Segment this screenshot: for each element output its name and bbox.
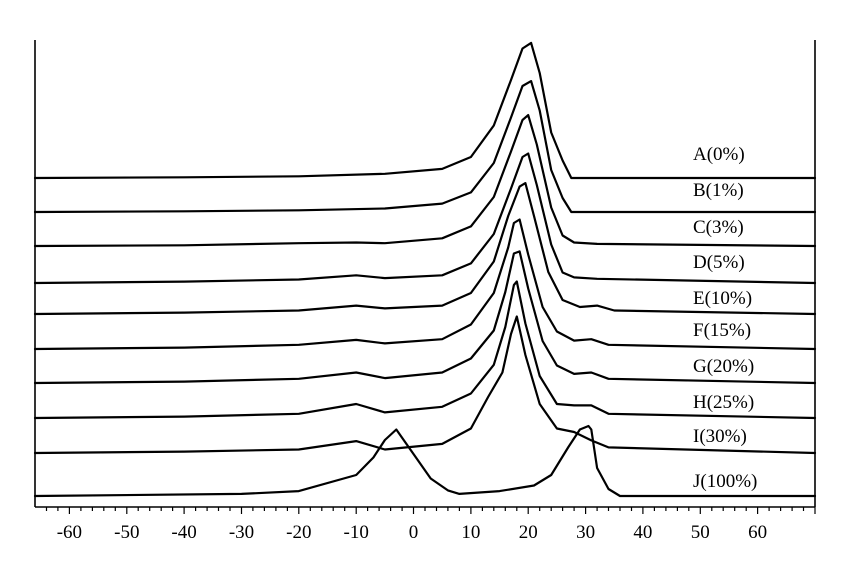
x-tick-label: -30: [229, 522, 254, 543]
series-label-2: B(1%): [693, 180, 744, 201]
series-curve-1: [33, 41, 817, 180]
x-tick-label: -10: [344, 522, 369, 543]
series-curve-10: [33, 424, 817, 498]
x-tick-label: 20: [519, 522, 538, 543]
x-ticks: [45, 507, 816, 514]
x-tick-label: -40: [171, 522, 196, 543]
series-label-10: J(100%): [693, 471, 757, 492]
series-label-1: A(0%): [693, 144, 745, 165]
series-curve-2: [33, 80, 817, 214]
series-curve-6: [33, 218, 817, 351]
series-label-9: I(30%): [693, 426, 747, 447]
series-curve-4: [33, 152, 817, 285]
series-label-3: C(3%): [693, 217, 744, 238]
series-curve-5: [33, 182, 817, 316]
x-tick-label: 30: [576, 522, 595, 543]
curves: [33, 41, 817, 498]
x-tick-label: 60: [748, 522, 767, 543]
x-tick-label: 0: [409, 522, 419, 543]
series-curve-8: [33, 280, 817, 420]
series-label-5: E(10%): [693, 288, 752, 309]
series-curve-3: [33, 114, 817, 248]
x-tick-labels: -60 -50 -40 -30 -20 -10 0 10 20 30 40 50 60: [57, 522, 767, 543]
series-label-8: H(25%): [693, 392, 754, 413]
series-label-6: F(15%): [693, 320, 751, 341]
x-tick-label: -20: [286, 522, 311, 543]
series-labels: A(0%) B(1%) C(3%) D(5%) E(10%) F(15%) G(20%) H(…: [693, 144, 757, 492]
x-tick-label: 10: [461, 522, 480, 543]
series-label-7: G(20%): [693, 356, 754, 377]
x-tick-label: 40: [633, 522, 652, 543]
x-tick-label: -50: [114, 522, 139, 543]
x-tick-label: 50: [691, 522, 710, 543]
series-curve-7: [33, 250, 817, 385]
series-label-4: D(5%): [693, 252, 745, 273]
x-tick-label: -60: [57, 522, 82, 543]
